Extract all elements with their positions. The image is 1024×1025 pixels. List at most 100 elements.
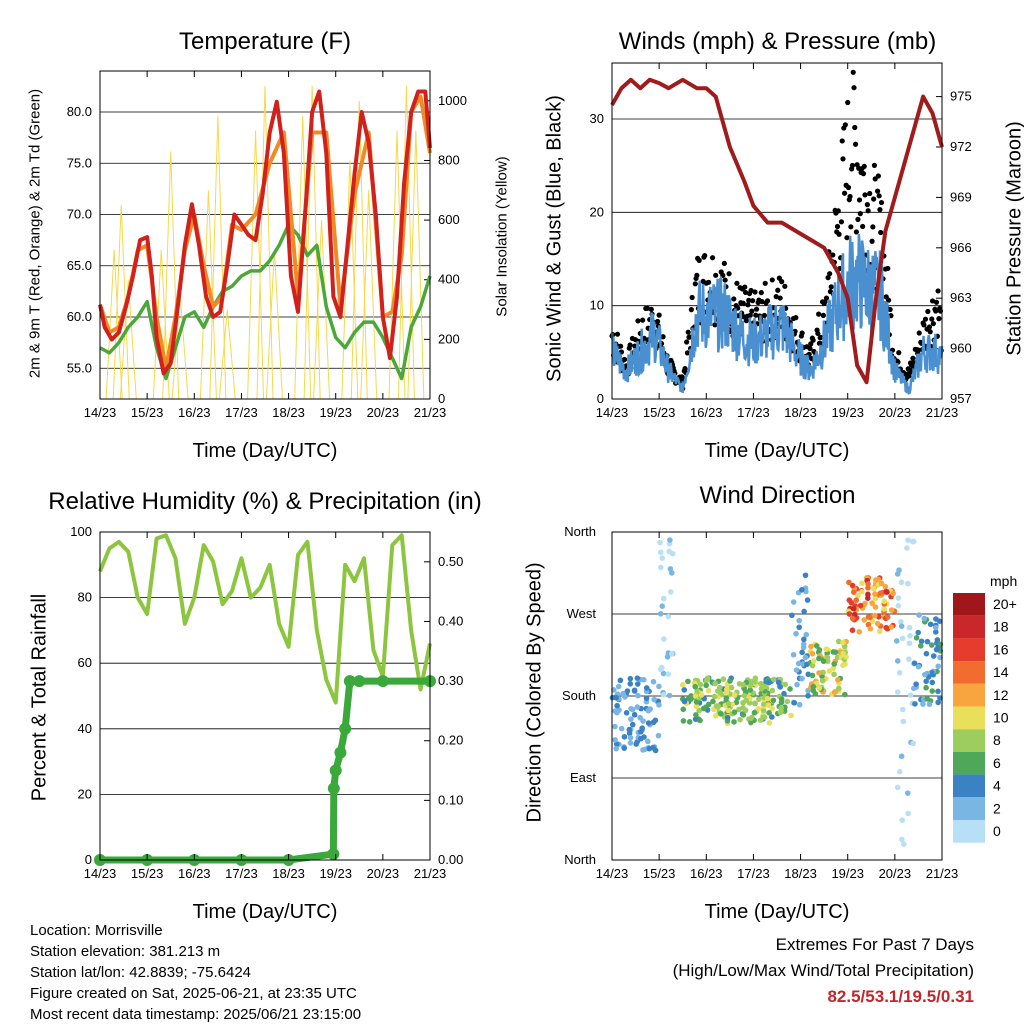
pressure-y2-tick-label: 963 — [950, 290, 972, 305]
direction-point — [895, 689, 901, 695]
gust-point — [655, 319, 660, 324]
gust-point — [615, 332, 620, 337]
humidity-y-tick-label: 40 — [78, 721, 92, 736]
speed-legend-swatch — [953, 638, 985, 661]
precipitation-point — [334, 747, 346, 759]
direction-point — [628, 735, 634, 741]
direction-point — [732, 709, 738, 715]
solar-insolation-spike — [219, 310, 235, 399]
gust-point — [886, 298, 891, 303]
temperature-y-tick-label: 60.0 — [67, 309, 92, 324]
direction-point — [853, 597, 859, 603]
gust-point — [835, 224, 840, 229]
direction-x-tick-label: 18/23 — [784, 866, 817, 881]
direction-point — [777, 684, 783, 690]
direction-y-tick-label: South — [562, 688, 596, 703]
direction-point — [656, 733, 662, 739]
direction-point — [840, 640, 846, 646]
direction-point — [752, 700, 758, 706]
speed-legend-swatch — [953, 820, 985, 843]
gust-point — [935, 288, 940, 293]
gust-point — [929, 316, 934, 321]
winds-x-tick-label: 14/23 — [596, 405, 629, 420]
direction-point — [935, 637, 941, 643]
gust-point — [917, 330, 922, 335]
figure-created: Figure created on Sat, 2025-06-21, at 23… — [30, 983, 361, 1004]
gust-point — [872, 163, 877, 168]
direction-point — [618, 678, 624, 684]
direction-point — [645, 739, 651, 745]
direction-point — [840, 662, 846, 668]
gust-point — [759, 290, 764, 295]
direction-point — [922, 672, 928, 678]
gust-point — [923, 317, 928, 322]
direction-point — [801, 641, 807, 647]
direction-point — [685, 679, 691, 685]
speed-legend-swatch — [953, 661, 985, 684]
direction-point — [657, 540, 663, 546]
direction-point — [797, 702, 803, 708]
direction-x-tick-label: 19/23 — [831, 866, 864, 881]
gust-point — [851, 70, 856, 75]
gust-point — [697, 258, 702, 263]
gust-point — [726, 271, 731, 276]
direction-point — [668, 589, 674, 595]
temperature-x-tick-label: 19/23 — [319, 405, 352, 420]
direction-point — [899, 753, 905, 759]
direction-point — [896, 603, 902, 609]
direction-point — [714, 703, 720, 709]
speed-legend-swatch — [953, 707, 985, 730]
precip-y2-tick-label: 0.00 — [438, 852, 463, 867]
direction-point — [916, 664, 922, 670]
direction-point — [740, 712, 746, 718]
gust-point — [745, 302, 750, 307]
speed-legend-title: mph — [990, 573, 1017, 589]
direction-point — [881, 598, 887, 604]
speed-legend-label: 2 — [993, 800, 1001, 816]
direction-point — [725, 715, 731, 721]
direction-point — [658, 667, 664, 673]
gust-point — [763, 281, 768, 286]
gust-point — [827, 271, 832, 276]
gust-point — [836, 208, 841, 213]
direction-point — [681, 687, 687, 693]
direction-point — [805, 597, 811, 603]
direction-point — [644, 696, 650, 702]
direction-point — [667, 693, 673, 699]
direction-point — [628, 676, 634, 682]
gust-point — [846, 185, 851, 190]
gust-point — [840, 156, 845, 161]
direction-point — [727, 678, 733, 684]
direction-point — [666, 549, 672, 555]
winds-x-tick-label: 21/23 — [926, 405, 959, 420]
temperature-x-tick-label: 20/23 — [367, 405, 400, 420]
winds-x-tick-label: 19/23 — [831, 405, 864, 420]
humidity-y-tick-label: 100 — [70, 524, 92, 539]
humidity-y-tick-label: 20 — [78, 786, 92, 801]
direction-point — [810, 673, 816, 679]
temperature-plot-frame — [100, 71, 430, 399]
direction-point — [680, 706, 686, 712]
gust-point — [635, 318, 640, 323]
pressure-y2-tick-label: 972 — [950, 139, 972, 154]
direction-point — [913, 681, 919, 687]
direction-y-tick-label: East — [570, 770, 596, 785]
humidity-x-tick-label: 19/23 — [319, 866, 352, 881]
gust-point — [850, 163, 855, 168]
direction-point — [627, 681, 633, 687]
precipitation-point — [328, 782, 340, 794]
direction-point — [630, 722, 636, 728]
direction-point — [771, 697, 777, 703]
gust-point — [878, 230, 883, 235]
direction-point — [803, 632, 809, 638]
direction-point — [842, 692, 848, 698]
direction-point — [923, 678, 929, 684]
gust-point — [778, 295, 783, 300]
temperature-y-tick-label: 75.0 — [67, 155, 92, 170]
direction-point — [907, 625, 913, 631]
precip-y2-tick-label: 0.40 — [438, 613, 463, 628]
temperature-x-tick-label: 15/23 — [131, 405, 164, 420]
direction-point — [661, 596, 667, 602]
gust-point — [741, 301, 746, 306]
gust-point — [857, 197, 862, 202]
